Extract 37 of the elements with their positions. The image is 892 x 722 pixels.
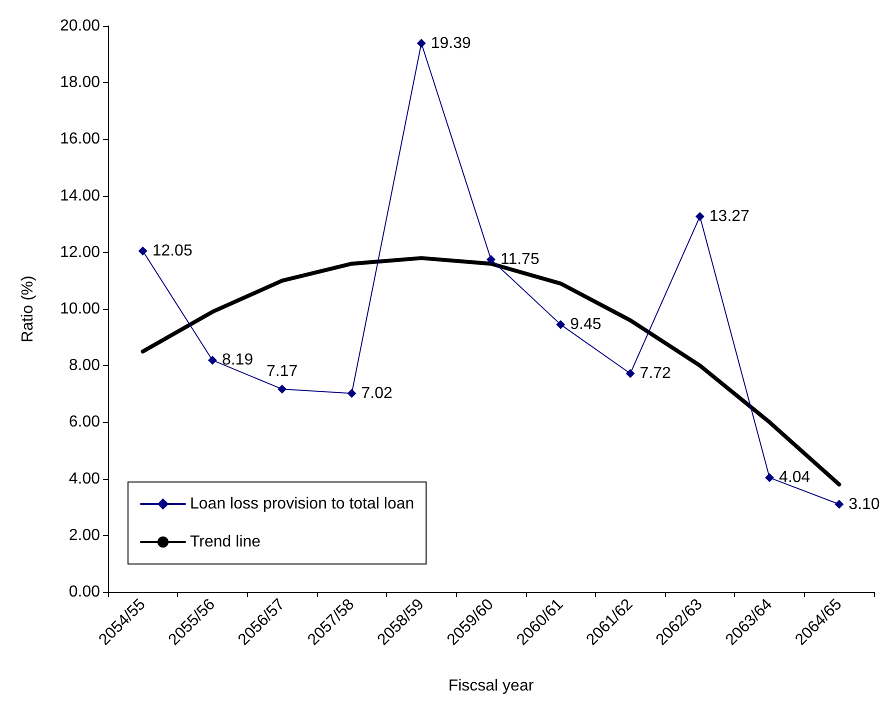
data-label: 7.17: [266, 363, 298, 380]
y-tick-label: 12.00: [60, 244, 100, 261]
point: [626, 369, 635, 378]
point: [834, 500, 844, 509]
data-label: 3.10: [848, 496, 880, 513]
y-tick-label: 18.00: [60, 74, 100, 92]
data-label: 13.27: [709, 208, 750, 225]
y-tick-label: 4.00: [68, 470, 100, 488]
point: [765, 473, 774, 482]
point: [556, 320, 566, 330]
point: [486, 254, 496, 264]
data-label: 9.45: [570, 316, 602, 334]
data-label: 8.19: [222, 352, 254, 369]
legend-label: Trend line: [190, 534, 261, 550]
y-tick-label: 6.00: [68, 414, 100, 431]
point: [138, 246, 148, 256]
y-tick-label: 8.00: [68, 357, 100, 374]
data-label: 7.72: [640, 365, 672, 382]
point: [416, 38, 426, 48]
point: [208, 356, 217, 365]
y-tick-label: 0.00: [68, 584, 100, 600]
y-tick-label: 16.00: [60, 130, 100, 148]
point: [278, 384, 287, 394]
data-label: 4.04: [779, 469, 810, 486]
legend-label: Loan loss provision to total loan: [190, 496, 414, 512]
y-axis-title: Ratio (%): [20, 276, 36, 342]
data-label: 11.75: [500, 250, 540, 268]
point: [347, 388, 356, 398]
y-tick-label: 20.00: [60, 18, 100, 34]
x-axis-title: Fiscsal year: [448, 678, 534, 694]
data-label: 12.05: [152, 242, 192, 260]
y-tick-label: 2.00: [68, 526, 100, 544]
data-label: 7.02: [361, 384, 392, 402]
data-label: 19.39: [430, 34, 472, 52]
y-tick-label: 14.00: [60, 187, 100, 204]
point: [695, 212, 704, 221]
y-tick-label: 10.00: [60, 300, 100, 318]
